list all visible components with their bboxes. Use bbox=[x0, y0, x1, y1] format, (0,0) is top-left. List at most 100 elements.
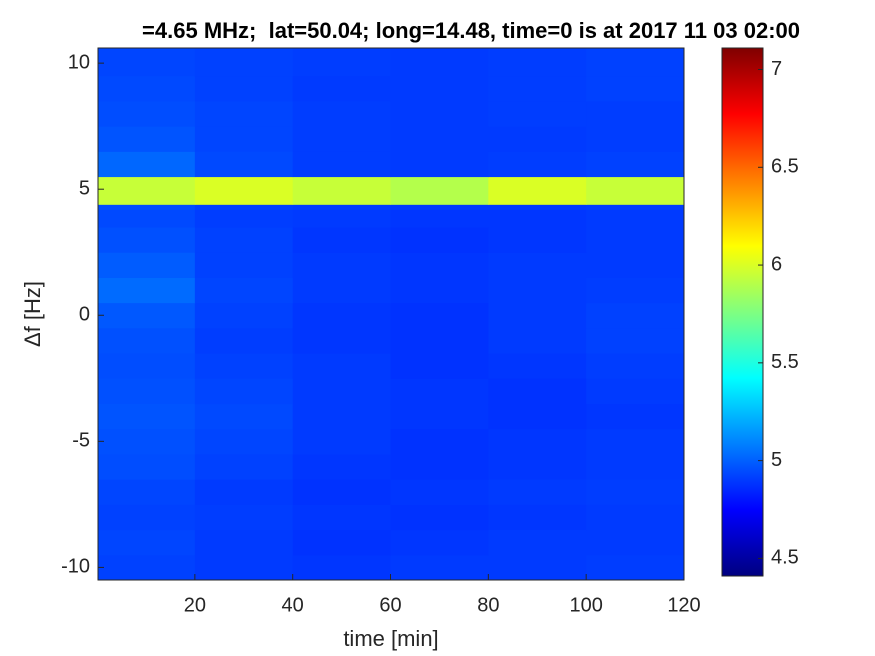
heatmap-cell bbox=[292, 504, 392, 531]
heatmap-cell bbox=[390, 100, 489, 127]
heatmap-cell bbox=[586, 126, 685, 152]
heatmap-cell bbox=[390, 353, 489, 379]
heatmap-cell bbox=[98, 48, 196, 77]
heatmap-cell bbox=[194, 277, 294, 304]
heatmap-cell bbox=[98, 302, 196, 329]
heatmap-cell bbox=[390, 252, 489, 278]
y-axis-label: Δf [Hz] bbox=[20, 281, 45, 347]
heatmap-cell bbox=[586, 453, 685, 480]
heatmap-cell bbox=[194, 378, 294, 405]
heatmap-cell bbox=[488, 252, 587, 278]
heatmap-cell bbox=[194, 453, 294, 480]
heatmap-cell bbox=[98, 209, 196, 228]
heatmap-cell bbox=[390, 403, 489, 430]
heatmap-cell bbox=[292, 176, 392, 205]
heatmap-cell bbox=[292, 227, 392, 253]
heatmap-cell bbox=[390, 75, 489, 102]
heatmap-cell bbox=[194, 302, 294, 329]
heatmap-cell bbox=[292, 252, 392, 278]
heatmap-cell bbox=[390, 504, 489, 531]
x-axis-label: time [min] bbox=[343, 626, 438, 651]
chart-title: =4.65 MHz; lat=50.04; long=14.48, time=0… bbox=[142, 18, 800, 43]
heatmap-cell bbox=[586, 100, 685, 127]
heatmap-cell bbox=[98, 529, 196, 556]
heatmap-cell bbox=[586, 403, 685, 430]
x-tick-label: 80 bbox=[477, 594, 499, 616]
colorbar-tick-label: 4.5 bbox=[771, 547, 799, 569]
heatmap-cell bbox=[98, 227, 196, 253]
heatmap-cell bbox=[488, 327, 587, 354]
heatmap-cell bbox=[292, 529, 392, 556]
x-tick-label: 40 bbox=[282, 594, 304, 616]
heatmap-cell bbox=[194, 176, 294, 205]
colorbar-tick-label: 7 bbox=[771, 58, 782, 80]
heatmap-cell bbox=[98, 126, 196, 152]
heatmap-cell bbox=[292, 479, 392, 505]
heatmap-cell bbox=[390, 277, 489, 304]
heatmap-cell bbox=[194, 204, 294, 210]
heatmap-cell bbox=[98, 554, 196, 581]
heatmap-cell bbox=[390, 48, 489, 77]
heatmap-cell bbox=[390, 151, 489, 178]
heatmap-cell bbox=[586, 48, 685, 77]
heatmap-cell bbox=[488, 227, 587, 253]
heatmap-cell bbox=[292, 453, 392, 480]
heatmap-cell bbox=[586, 529, 685, 556]
heatmap-cell bbox=[390, 453, 489, 480]
heatmap-cell bbox=[194, 252, 294, 278]
heatmap-cell bbox=[488, 277, 587, 304]
heatmap-cell bbox=[586, 209, 685, 228]
heatmap-cell bbox=[488, 126, 587, 152]
heatmap-cell bbox=[488, 48, 587, 77]
heatmap-cell bbox=[194, 126, 294, 152]
heatmap-cell bbox=[292, 428, 392, 455]
heatmap-cell bbox=[488, 204, 587, 210]
x-tick-label: 20 bbox=[184, 594, 206, 616]
y-tick-label: 5 bbox=[79, 177, 90, 199]
heatmap-cell bbox=[488, 504, 587, 531]
heatmap-cell bbox=[488, 75, 587, 102]
heatmap-cell bbox=[98, 176, 196, 205]
heatmap-cell bbox=[488, 176, 587, 205]
heatmap-cell bbox=[292, 327, 392, 354]
heatmap-cell bbox=[586, 302, 685, 329]
heatmap-cell bbox=[488, 479, 587, 505]
heatmap-cell bbox=[292, 126, 392, 152]
heatmap-cell bbox=[390, 209, 489, 228]
heatmap-cell bbox=[586, 378, 685, 405]
heatmap-cell bbox=[586, 327, 685, 354]
heatmap-cell bbox=[98, 100, 196, 127]
heatmap-cell bbox=[194, 529, 294, 556]
heatmap-cell bbox=[488, 100, 587, 127]
heatmap-cell bbox=[194, 48, 294, 77]
heatmap-cell bbox=[98, 378, 196, 405]
heatmap-cell bbox=[488, 428, 587, 455]
heatmap-cell bbox=[98, 403, 196, 430]
heatmap-cell bbox=[292, 277, 392, 304]
heatmap-cell bbox=[98, 252, 196, 278]
y-tick-label: -5 bbox=[72, 430, 90, 452]
heatmap-cell bbox=[488, 554, 587, 581]
heatmap-cell bbox=[98, 327, 196, 354]
colorbar-tick-label: 5 bbox=[771, 449, 782, 471]
colorbar-tick-label: 5.5 bbox=[771, 351, 799, 373]
heatmap-cell bbox=[390, 378, 489, 405]
heatmap-cell bbox=[488, 302, 587, 329]
heatmap-cell bbox=[390, 302, 489, 329]
heatmap-cell bbox=[586, 554, 685, 581]
colorbar-tick-label: 6.5 bbox=[771, 156, 799, 178]
heatmap-cell bbox=[488, 403, 587, 430]
heatmap-cell bbox=[586, 428, 685, 455]
heatmap-cell bbox=[194, 504, 294, 531]
heatmap-cell bbox=[488, 378, 587, 405]
heatmap-cell bbox=[292, 100, 392, 127]
heatmap-cell bbox=[586, 353, 685, 379]
heatmap-cell bbox=[98, 151, 196, 178]
heatmap-cell bbox=[488, 529, 587, 556]
heatmap-cell bbox=[292, 353, 392, 379]
heatmap-cell bbox=[194, 209, 294, 228]
heatmap-cell bbox=[292, 151, 392, 178]
colorbar bbox=[721, 47, 764, 577]
heatmap-cell bbox=[194, 75, 294, 102]
